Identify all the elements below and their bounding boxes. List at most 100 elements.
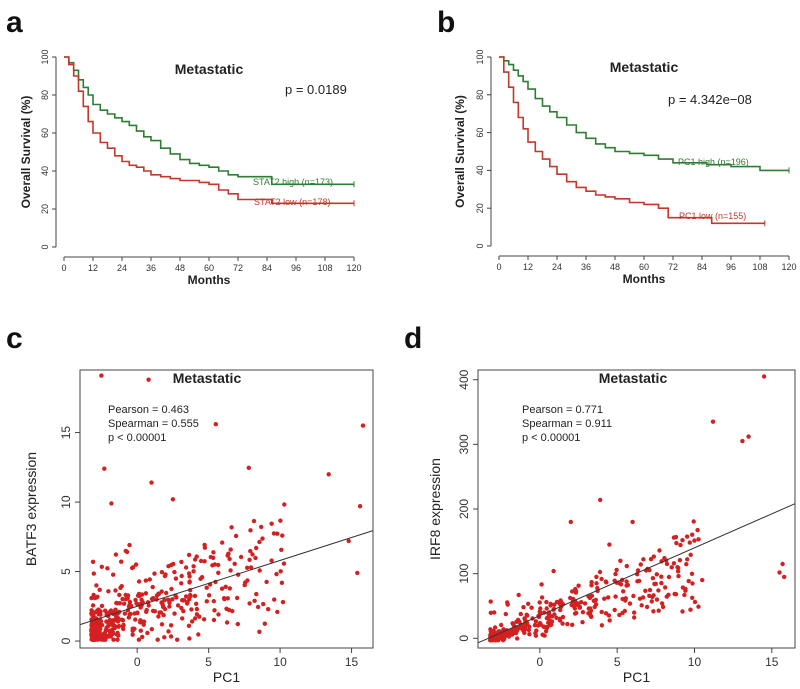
data-point <box>275 609 280 615</box>
data-point <box>149 596 155 602</box>
data-point <box>684 562 689 567</box>
data-point <box>599 609 604 615</box>
data-point <box>640 595 646 600</box>
data-point <box>98 626 103 632</box>
data-point <box>518 611 523 617</box>
data-point <box>613 571 618 577</box>
data-point <box>591 598 596 603</box>
data-point <box>152 571 157 576</box>
data-point <box>204 585 209 590</box>
data-point <box>255 604 261 610</box>
x-tick-label: 10 <box>273 655 287 669</box>
stat-line: Pearson = 0.771 <box>522 404 603 416</box>
data-point <box>149 627 154 632</box>
x-tick-label: 60 <box>639 262 649 272</box>
x-tick-label: 60 <box>204 263 214 273</box>
data-point <box>549 619 555 624</box>
data-point <box>139 597 144 603</box>
data-point <box>186 623 192 628</box>
data-point <box>594 581 599 586</box>
data-point <box>275 531 280 536</box>
data-point <box>612 607 617 613</box>
data-point <box>194 601 199 606</box>
data-point <box>91 613 96 618</box>
data-point <box>113 608 118 614</box>
data-point <box>161 612 166 618</box>
data-point <box>271 531 277 536</box>
data-point <box>160 601 165 607</box>
data-point <box>198 576 203 581</box>
data-point <box>565 621 570 627</box>
data-point <box>248 528 253 533</box>
data-point <box>115 619 121 624</box>
data-point <box>172 569 177 575</box>
data-point <box>210 563 215 568</box>
data-point <box>165 597 171 602</box>
data-point <box>688 552 693 557</box>
data-point <box>662 556 667 561</box>
y-tick-label: 40 <box>40 166 50 176</box>
x-tick-label: 96 <box>291 263 301 273</box>
panel-label: c <box>6 322 23 355</box>
y-axis-label: Overall Survival (%) <box>453 95 467 208</box>
x-tick-label: 12 <box>88 263 98 273</box>
data-point <box>167 604 172 609</box>
data-point <box>280 533 285 538</box>
data-point <box>145 630 150 636</box>
data-point <box>260 536 265 541</box>
data-point <box>216 562 221 568</box>
data-point <box>360 423 366 428</box>
data-point <box>90 603 96 608</box>
data-point <box>492 610 497 615</box>
data-point <box>690 581 695 586</box>
data-point <box>546 620 551 625</box>
data-point <box>512 627 517 632</box>
data-point <box>144 607 149 613</box>
x-tick-label: 48 <box>175 263 185 273</box>
data-point <box>186 552 192 558</box>
data-point <box>211 599 216 604</box>
data-point <box>95 594 100 599</box>
stat-line: p < 0.00001 <box>522 432 580 444</box>
x-tick-label: 120 <box>781 262 796 272</box>
y-tick-label: 10 <box>59 495 73 509</box>
data-point <box>516 592 521 598</box>
data-point <box>606 613 612 618</box>
data-point <box>229 525 234 530</box>
data-point <box>554 615 559 620</box>
data-point <box>357 504 363 509</box>
data-point <box>246 465 251 470</box>
data-point <box>492 625 498 630</box>
data-point <box>248 548 253 554</box>
data-point <box>549 614 555 619</box>
data-point <box>542 633 547 638</box>
data-point <box>155 637 160 642</box>
data-point <box>560 614 566 620</box>
data-point <box>488 627 493 632</box>
data-point <box>496 629 501 634</box>
data-point <box>535 623 541 628</box>
data-point <box>280 599 286 605</box>
data-point <box>515 636 520 641</box>
x-tick-label: 15 <box>765 655 779 669</box>
data-point <box>517 625 523 630</box>
data-point <box>251 518 257 524</box>
x-tick-label: 24 <box>117 263 127 273</box>
data-point <box>647 567 652 573</box>
chart-title: Metastatic <box>173 370 242 386</box>
data-point <box>262 621 267 626</box>
data-point <box>278 569 283 574</box>
data-point <box>568 519 573 525</box>
x-tick-label: 10 <box>688 655 702 669</box>
data-point <box>187 579 192 584</box>
x-tick-label: 5 <box>614 655 621 669</box>
data-point <box>91 636 96 642</box>
data-point <box>599 623 605 628</box>
data-point <box>675 569 681 574</box>
data-point <box>166 629 171 634</box>
data-point <box>777 570 782 575</box>
data-point <box>170 497 176 502</box>
data-point <box>115 637 120 642</box>
x-axis-label: Months <box>623 272 666 286</box>
